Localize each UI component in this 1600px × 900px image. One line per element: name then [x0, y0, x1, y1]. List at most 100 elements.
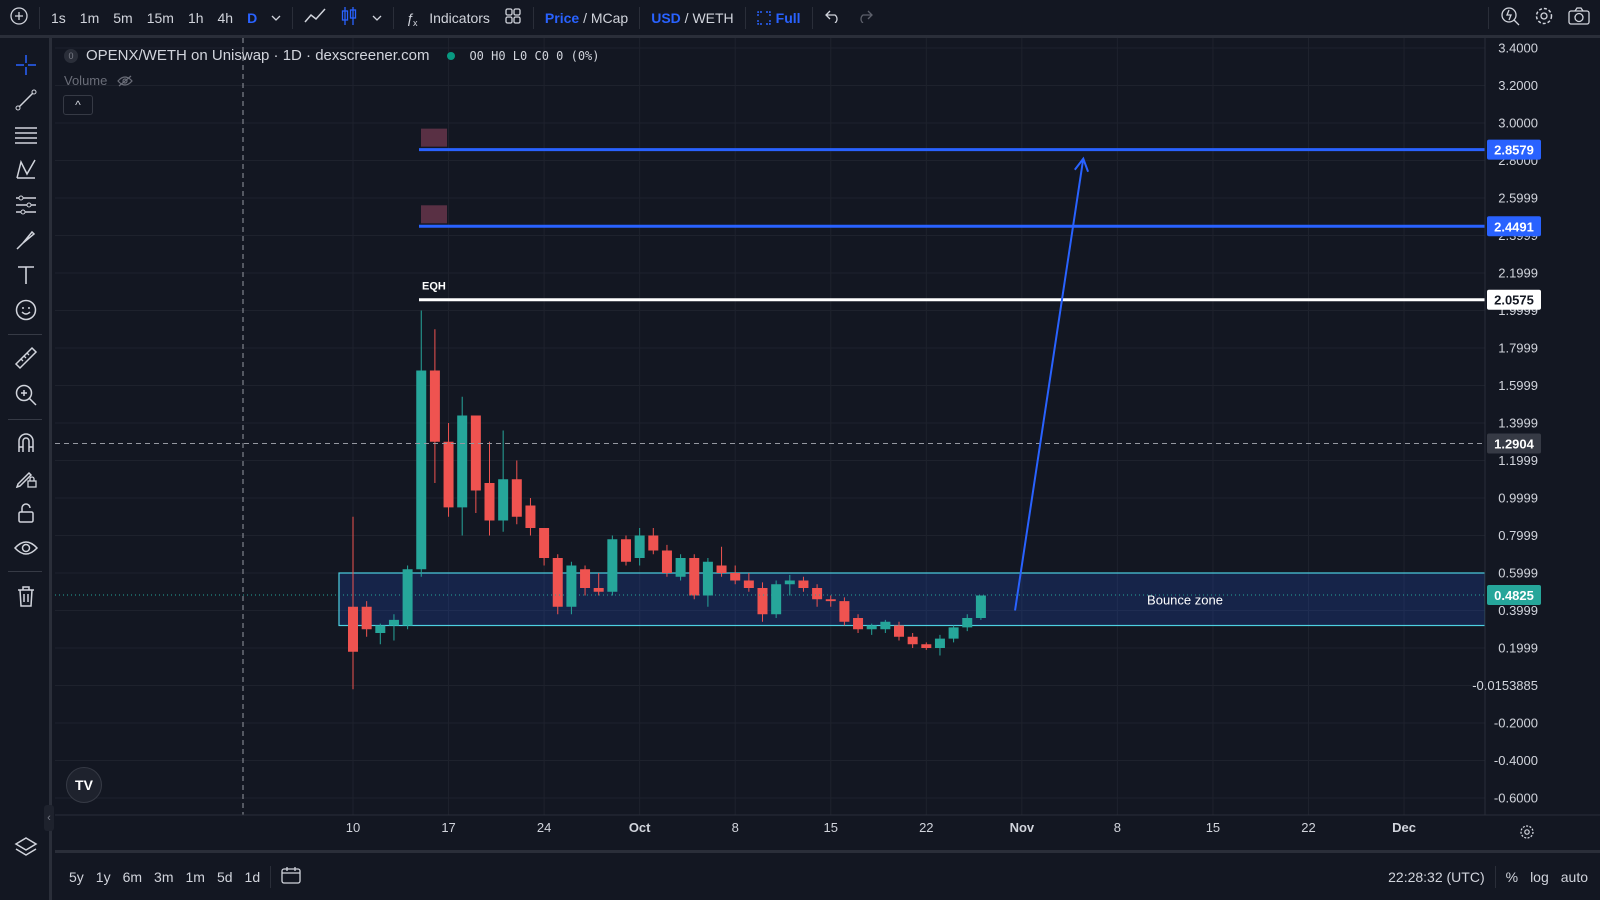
settings-button[interactable] — [1527, 6, 1561, 29]
projection-arrow-line[interactable] — [1014, 158, 1085, 611]
interval-d[interactable]: D — [247, 9, 258, 26]
goto-date-button[interactable] — [275, 866, 307, 887]
time-axis[interactable]: 10 17 24 Oct 8 15 22 Nov 8 15 22 Dec — [55, 814, 1600, 850]
candle — [784, 574, 795, 596]
hide-toolbar-button[interactable]: ‹ — [44, 805, 54, 831]
toolbar-divider — [1494, 865, 1496, 888]
candles — [348, 310, 986, 690]
screenshot-button[interactable] — [1561, 7, 1600, 28]
candle-body — [934, 638, 945, 648]
candle — [429, 329, 440, 483]
lock-drawing-icon[interactable] — [14, 466, 38, 490]
log-toggle[interactable]: log — [1530, 868, 1549, 885]
level-price-badge — [1487, 289, 1541, 310]
mcap-option[interactable]: MCap — [590, 9, 629, 26]
symbol-title[interactable]: OPENX/WETH on Uniswap · 1D · dexscreener… — [86, 47, 430, 64]
candle — [634, 528, 645, 566]
trash-icon[interactable] — [14, 584, 38, 608]
candle-body — [702, 561, 713, 596]
bounce-zone-layer: Bounce zone — [338, 572, 1486, 627]
time-tick-label: 15 — [1206, 820, 1220, 835]
svg-text:ƒ: ƒ — [406, 10, 414, 26]
layers-icon[interactable] — [14, 835, 38, 859]
full-button[interactable]: Full — [750, 10, 808, 26]
layouts-button[interactable] — [497, 7, 529, 28]
bounce-zone[interactable] — [338, 572, 1486, 627]
pattern-icon[interactable] — [14, 158, 38, 182]
usd-option[interactable]: USD — [651, 9, 681, 26]
candle-body — [661, 550, 672, 573]
price-tick-label: 3.0000 — [1498, 116, 1538, 131]
range-1d[interactable]: 1d — [244, 868, 261, 885]
alert-marker — [421, 128, 447, 147]
candles-chart-button[interactable] — [333, 6, 365, 29]
candle — [825, 595, 836, 607]
bounce-zone-label: Bounce zone — [1147, 592, 1223, 607]
time-tick-label: Nov — [1010, 820, 1035, 835]
candle-body — [962, 618, 973, 628]
interval-15m[interactable]: 15m — [146, 9, 174, 26]
toolbar-divider — [8, 334, 42, 335]
range-1y[interactable]: 1y — [95, 868, 111, 885]
toolbar-divider — [39, 6, 40, 29]
price-mcap-toggle[interactable]: Price / MCap — [538, 10, 635, 26]
candle — [525, 498, 536, 536]
crosshair-icon[interactable] — [14, 53, 38, 77]
price-tick-label: 3.4000 — [1498, 41, 1538, 56]
time-axis-settings-icon[interactable] — [1520, 825, 1534, 839]
trend-line-icon[interactable] — [14, 88, 38, 112]
collapse-legend-button[interactable]: ^ — [63, 95, 93, 115]
interval-dropdown-button[interactable] — [264, 10, 288, 26]
magnet-icon[interactable] — [14, 431, 38, 455]
currency-toggle[interactable]: USD / WETH — [644, 10, 740, 26]
interval-1s[interactable]: 1s — [51, 9, 66, 26]
add-symbol-button[interactable] — [0, 7, 35, 28]
price-chart[interactable]: Bounce zone EQH 3.40003.20003.00002.8000… — [0, 0, 1600, 850]
weth-option[interactable]: WETH — [692, 9, 734, 26]
price-option[interactable]: Price — [544, 9, 580, 26]
interval-5m[interactable]: 5m — [113, 9, 133, 26]
emoji-icon[interactable] — [14, 298, 38, 322]
fib-levels-icon[interactable] — [14, 123, 38, 147]
interval-4h[interactable]: 4h — [217, 9, 234, 26]
range-5y[interactable]: 5y — [69, 868, 84, 885]
candle-body — [348, 606, 358, 652]
candle-body — [525, 505, 536, 528]
tradingview-logo[interactable]: TV — [66, 767, 102, 803]
horizontal-lines: EQH — [419, 128, 1485, 302]
text-icon[interactable] — [14, 263, 38, 287]
ruler-icon[interactable] — [14, 346, 38, 370]
range-1m[interactable]: 1m — [185, 868, 205, 885]
price-axis[interactable]: 3.40003.20003.00002.80002.59992.39992.19… — [1472, 38, 1600, 815]
forecast-icon[interactable] — [14, 193, 38, 217]
undo-button[interactable] — [817, 9, 849, 26]
chart-type-dropdown-button[interactable] — [365, 10, 389, 26]
time-tick-label: Oct — [629, 820, 651, 835]
quick-search-button[interactable] — [1493, 6, 1527, 29]
candle-body — [429, 370, 440, 442]
line-chart-button[interactable] — [297, 8, 333, 27]
percent-toggle[interactable]: % — [1505, 868, 1519, 885]
range-3m[interactable]: 3m — [154, 868, 174, 885]
interval-1h[interactable]: 1h — [187, 9, 204, 26]
interval-1m[interactable]: 1m — [79, 9, 100, 26]
auto-toggle[interactable]: auto — [1560, 868, 1588, 885]
brush-icon[interactable] — [14, 228, 38, 252]
range-6m[interactable]: 6m — [122, 868, 143, 885]
candle — [607, 535, 618, 596]
range-5d[interactable]: 5d — [216, 868, 233, 885]
eye-icon[interactable] — [14, 536, 38, 560]
redo-button[interactable] — [849, 9, 881, 26]
zoom-in-icon[interactable] — [14, 383, 38, 407]
eye-hidden-icon[interactable] — [117, 75, 134, 87]
volume-label[interactable]: Volume — [64, 73, 108, 88]
level-price-badge — [1487, 216, 1541, 237]
unlock-icon[interactable] — [14, 501, 38, 525]
candle-body — [784, 580, 795, 585]
candle-body — [866, 625, 877, 630]
toolbar-divider — [811, 6, 813, 29]
utc-clock[interactable]: 22:28:32 (UTC) — [1388, 868, 1485, 885]
candle — [689, 554, 700, 600]
